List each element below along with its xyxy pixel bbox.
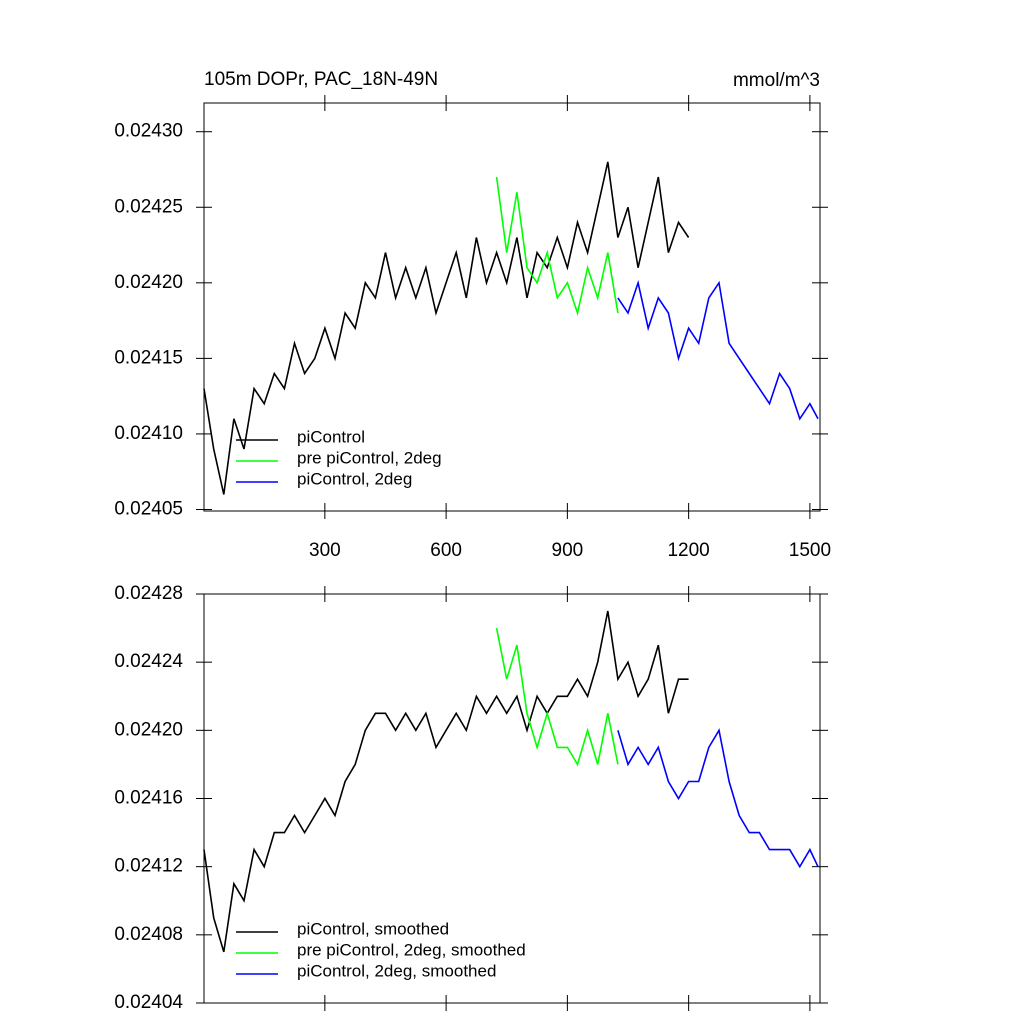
- legend-label: pre piControl, 2deg: [297, 448, 442, 467]
- y-tick-label: 0.02428: [114, 583, 183, 604]
- plot-frame: [203, 102, 821, 512]
- data-line: [617, 279, 819, 421]
- y-tick-label: 0.02404: [114, 992, 183, 1013]
- y-tick-label: 0.02424: [114, 651, 183, 672]
- x-tick-label: 900: [552, 540, 584, 561]
- y-tick-label: 0.02405: [114, 499, 183, 520]
- y-tick-label: 0.02420: [114, 272, 183, 293]
- y-tick-label: 0.02408: [114, 924, 183, 945]
- chart-title: 105m DOPr, PAC_18N-49N: [204, 69, 438, 90]
- y-tick-label: 0.02415: [114, 347, 183, 368]
- data-line: [495, 627, 619, 767]
- x-tick-label: 600: [430, 540, 462, 561]
- data-line: [203, 161, 690, 495]
- y-tick-label: 0.02410: [114, 423, 183, 444]
- legend-label: piControl, 2deg, smoothed: [297, 961, 496, 980]
- y-tick-label: 0.02420: [114, 719, 183, 740]
- units-label: mmol/m^3: [733, 70, 820, 91]
- legend-label: pre piControl, 2deg, smoothed: [297, 940, 526, 959]
- legend-label: piControl: [297, 427, 365, 446]
- legend-label: piControl, smoothed: [297, 919, 449, 938]
- data-line: [495, 176, 619, 316]
- data-line: [617, 728, 819, 869]
- y-tick-label: 0.02412: [114, 856, 183, 877]
- x-tick-label: 1500: [789, 540, 831, 561]
- y-tick-label: 0.02430: [114, 121, 183, 142]
- x-tick-label: 1200: [667, 540, 709, 561]
- legend-label: piControl, 2deg: [297, 469, 412, 488]
- y-tick-label: 0.02416: [114, 788, 183, 809]
- y-tick-label: 0.02425: [114, 196, 183, 217]
- x-tick-label: 300: [309, 540, 341, 561]
- data-line: [203, 610, 689, 953]
